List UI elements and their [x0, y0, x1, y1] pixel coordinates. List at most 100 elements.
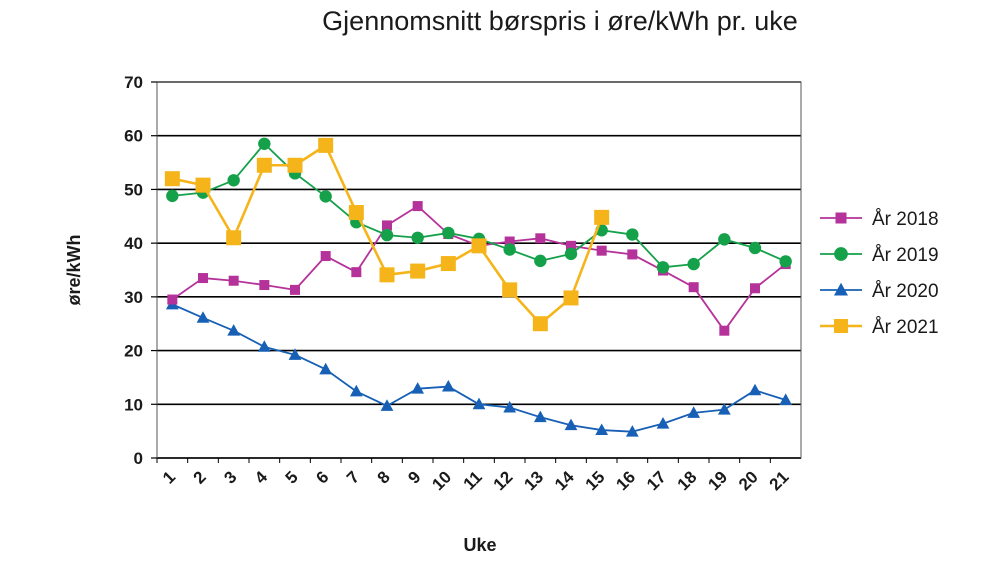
data-point [442, 226, 455, 240]
x-tick-label: 14 [551, 467, 578, 494]
plot-area [156, 81, 802, 459]
legend-marker [834, 319, 848, 333]
data-point [748, 241, 762, 255]
data-point [318, 137, 334, 153]
series [164, 137, 793, 437]
y-tick-label: 60 [124, 127, 143, 146]
y-tick-label: 20 [124, 342, 143, 361]
data-point [319, 362, 333, 375]
series-2 [165, 297, 793, 437]
data-point [440, 256, 456, 272]
data-point [717, 403, 731, 415]
data-point [351, 267, 362, 278]
data-point [226, 230, 242, 246]
data-point [504, 236, 515, 247]
data-point [288, 348, 302, 360]
data-point [534, 254, 547, 268]
x-tick-label: 8 [374, 467, 394, 487]
x-tick-label: 17 [643, 467, 670, 494]
y-tick-label: 30 [124, 288, 143, 307]
x-tick-label: 2 [190, 467, 210, 487]
data-point [320, 251, 331, 262]
y-tick-label: 50 [124, 180, 143, 199]
legend-marker [835, 212, 847, 224]
data-point [625, 425, 639, 437]
data-point [198, 273, 208, 284]
x-tick-label: 1 [159, 467, 179, 487]
x-tick-label: 9 [404, 467, 424, 487]
data-point [196, 311, 210, 323]
data-point [688, 282, 699, 293]
data-point [535, 233, 546, 244]
data-point [748, 383, 762, 396]
chart-title: Gjennomsnitt børspris i øre/kWh pr. uke [322, 6, 798, 36]
data-point [596, 245, 607, 256]
data-point [626, 228, 639, 241]
legend-label: År 2021 [872, 317, 939, 338]
y-tick-label: 70 [124, 73, 143, 92]
data-point [627, 249, 638, 260]
data-point [259, 280, 270, 291]
data-point [380, 228, 394, 242]
data-point [257, 340, 271, 352]
data-point [687, 406, 701, 418]
data-point [412, 201, 423, 212]
data-point [319, 190, 332, 203]
legend-label: År 2020 [872, 281, 939, 302]
x-tick-label: 6 [312, 467, 332, 487]
legend-label: År 2018 [872, 209, 939, 230]
x-tick-label: 7 [343, 467, 363, 487]
data-point [441, 379, 455, 392]
data-point [227, 174, 240, 187]
series-3 [164, 137, 610, 332]
data-point [256, 157, 272, 173]
data-point [195, 177, 211, 193]
data-point [502, 282, 518, 298]
y-axis-label: øre/kWh [64, 234, 84, 305]
data-point [228, 275, 239, 286]
y-axis-ticks: 0 10 20 30 40 50 60 70 [124, 73, 157, 468]
data-point [379, 267, 395, 283]
x-tick-label: 11 [460, 467, 486, 493]
data-point [167, 294, 178, 305]
x-tick-label: 3 [220, 467, 240, 487]
data-point [750, 283, 760, 294]
data-point [687, 257, 700, 271]
legend: År 2018 År 2019 År 2020 År 2021 [820, 209, 939, 338]
x-tick-label: 13 [520, 467, 547, 494]
x-tick-label: 18 [674, 467, 701, 494]
data-point [411, 231, 424, 244]
x-tick-label: 10 [428, 467, 455, 494]
x-tick-label: 4 [251, 467, 272, 488]
legend-marker [834, 247, 848, 261]
x-tick-label: 5 [282, 467, 302, 487]
data-point [411, 382, 425, 394]
data-point [258, 137, 271, 150]
data-point [166, 189, 179, 203]
data-point [779, 255, 792, 268]
data-point [533, 410, 547, 423]
data-point [503, 243, 516, 256]
data-point [348, 205, 364, 221]
data-point [287, 157, 303, 173]
x-tick-label: 19 [704, 467, 731, 494]
data-point [564, 418, 578, 431]
data-point [656, 261, 670, 274]
x-tick-label: 21 [766, 467, 793, 494]
data-point [290, 284, 300, 295]
x-tick-label: 20 [735, 467, 762, 494]
data-point [380, 399, 394, 411]
x-tick-label: 15 [582, 467, 609, 494]
data-point [532, 316, 548, 332]
legend-marker [833, 282, 849, 296]
x-axis-ticks: 1 2 3 4 5 6 7 8 9 10 11 12 13 14 15 16 17 18 19 20 21 [156, 458, 793, 494]
y-tick-label: 0 [134, 449, 143, 468]
data-point [594, 209, 610, 225]
data-point [410, 263, 426, 279]
data-point [503, 400, 517, 413]
x-axis-label: Uke [463, 535, 496, 555]
data-point [718, 233, 731, 246]
x-tick-label: 12 [490, 467, 517, 494]
y-tick-label: 40 [124, 234, 143, 253]
data-point [349, 384, 363, 397]
